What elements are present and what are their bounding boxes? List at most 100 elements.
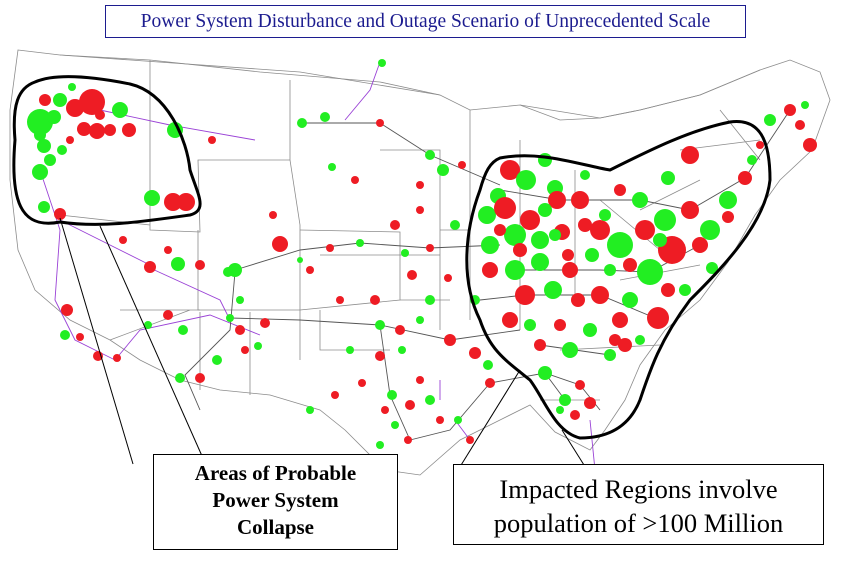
outage-marker [609,334,621,346]
outage-marker [163,310,173,320]
online-marker [622,292,638,308]
outage-marker [416,181,424,189]
outage-marker [500,160,520,180]
outage-marker [534,339,546,351]
online-marker [425,150,435,160]
online-marker [178,325,188,335]
online-marker [654,209,676,231]
online-marker [328,163,336,171]
outage-marker [513,243,527,257]
outage-marker [358,379,366,387]
online-marker [661,171,675,185]
outage-marker [208,136,216,144]
outage-marker [482,262,498,278]
outage-marker [195,260,205,270]
online-marker [171,257,185,271]
online-marker [44,154,56,166]
outage-marker [241,346,249,354]
online-marker [538,203,552,217]
outage-marker [590,220,610,240]
outage-marker [113,354,121,362]
online-marker [764,114,776,126]
callout-line: Areas of Probable [194,461,357,485]
outage-marker [795,120,805,130]
outage-marker [444,274,452,282]
online-marker [387,390,397,400]
online-marker [481,236,499,254]
online-marker [212,355,222,365]
online-marker [167,122,183,138]
online-marker [34,129,46,141]
outage-marker [578,218,592,232]
state-line [299,229,401,311]
outage-marker [376,119,384,127]
state-line [380,149,470,330]
outage-marker [390,220,400,230]
outage-marker [54,208,66,220]
online-marker [57,145,67,155]
map-title: Power System Disturbance and Outage Scen… [105,5,746,38]
outage-marker [623,258,637,272]
callout-line: Power System [212,488,339,512]
country-boundaries [9,49,831,476]
online-marker [604,349,616,361]
outage-marker [306,266,314,274]
online-marker [538,366,552,380]
state-line [639,109,761,211]
callout-line: population of >100 Million [493,508,784,538]
outage-marker [119,236,127,244]
outage-marker [177,193,195,211]
online-marker [450,220,460,230]
online-marker [556,406,564,414]
outage-marker [692,237,708,253]
outage-marker [494,197,516,219]
outage-marker [635,220,655,240]
outage-marker [89,123,105,139]
online-marker [604,264,616,276]
online-marker [706,262,718,274]
outage-marker [269,211,277,219]
outage-marker [647,307,669,329]
outage-marker [104,124,116,136]
online-marker [635,335,645,345]
outage-marker [331,391,339,399]
outage-marker [260,318,270,328]
outage-marker [756,141,764,149]
outage-marker [235,325,245,335]
outage-marker [407,270,417,280]
outage-marker [722,211,734,223]
canada-border [59,54,761,119]
online-marker [416,316,424,324]
online-marker [375,320,385,330]
outage-marker [416,376,424,384]
online-marker [700,220,720,240]
online-marker [585,248,599,262]
online-marker [637,259,663,285]
online-marker [112,102,128,118]
online-marker [747,155,757,165]
outage-marker [375,351,385,361]
online-marker [47,110,61,124]
online-marker [425,295,435,305]
online-marker [27,109,53,135]
online-marker [376,441,384,449]
online-marker [398,346,406,354]
outage-marker [76,333,84,341]
online-marker [679,284,691,296]
outage-marker [494,224,506,236]
state-line [199,310,301,395]
online-marker [524,319,536,331]
online-marker [226,314,234,322]
online-marker [346,346,354,354]
outage-marker [571,191,589,209]
online-marker [454,416,462,424]
online-marker [544,281,562,299]
online-marker [254,342,262,350]
outage-marker [122,123,136,137]
online-marker [356,239,364,247]
online-marker [653,233,667,247]
outage-marker [164,193,182,211]
online-marker [306,406,314,414]
collapse-outlines [12,75,772,440]
callout-pointers [59,217,585,471]
